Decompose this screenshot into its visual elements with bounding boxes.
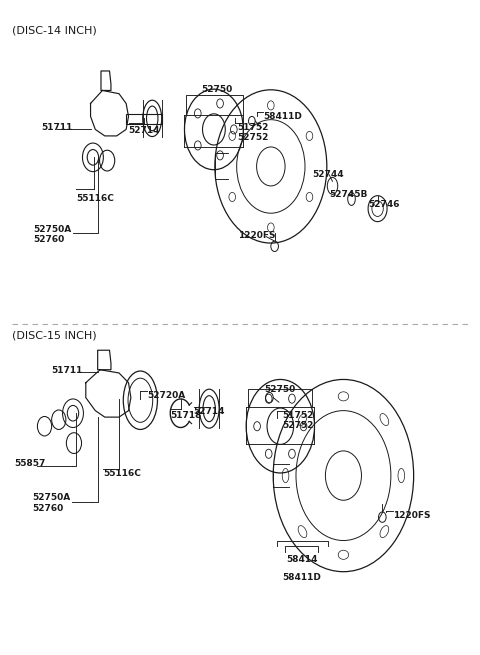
Text: (DISC-15 INCH): (DISC-15 INCH) xyxy=(12,331,97,341)
Text: 51711: 51711 xyxy=(51,366,83,375)
Text: 52744: 52744 xyxy=(312,170,344,179)
Text: 55116C: 55116C xyxy=(76,194,114,202)
Text: 52720A: 52720A xyxy=(147,391,186,400)
Text: 1220FS: 1220FS xyxy=(238,231,276,240)
Text: (DISC-14 INCH): (DISC-14 INCH) xyxy=(12,26,97,35)
Text: 52714: 52714 xyxy=(129,126,160,135)
Text: 51718: 51718 xyxy=(170,411,201,420)
Text: 51752
52752: 51752 52752 xyxy=(238,123,269,142)
Text: 51711: 51711 xyxy=(42,123,73,132)
Text: 52746: 52746 xyxy=(368,200,399,208)
Text: 52750A
52760: 52750A 52760 xyxy=(32,493,71,512)
Text: 51752
52752: 51752 52752 xyxy=(282,411,313,430)
Text: 52750: 52750 xyxy=(264,384,295,394)
Text: 58411D: 58411D xyxy=(263,112,301,121)
Text: 1220FS: 1220FS xyxy=(393,511,430,519)
Text: 55116C: 55116C xyxy=(103,469,141,478)
Text: 52750A
52760: 52750A 52760 xyxy=(34,225,72,244)
Text: 52714: 52714 xyxy=(193,407,225,416)
Text: 52745B: 52745B xyxy=(329,190,368,199)
Text: 55857: 55857 xyxy=(14,458,46,468)
Text: 52750: 52750 xyxy=(202,84,233,94)
Text: 58411D: 58411D xyxy=(282,573,321,582)
Text: 58414: 58414 xyxy=(286,555,317,564)
